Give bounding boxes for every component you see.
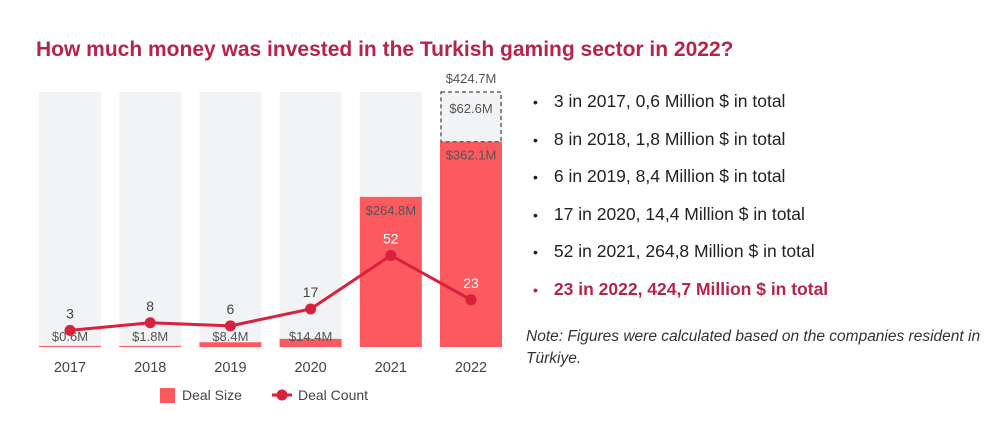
deal-count-point bbox=[224, 320, 236, 332]
deal-count-line bbox=[69, 253, 472, 332]
legend-deal-count-marker bbox=[276, 389, 288, 401]
extra-investment-label: $62.6M bbox=[449, 101, 492, 116]
deal-size-bar bbox=[279, 338, 342, 347]
deal-count-label: 3 bbox=[66, 305, 74, 321]
deal-chart: $0.6M 2017 $1.8M 2018 $8.4M 2019 $14.4M 2020 $26… bbox=[39, 71, 502, 403]
deal-count-point bbox=[385, 249, 397, 261]
summary-list: 3 in 2017, 0,6 Million $ in total 8 in 2… bbox=[533, 86, 828, 311]
deal-count-label: 17 bbox=[303, 284, 319, 300]
deal-size-bar bbox=[39, 346, 101, 347]
legend-deal-count-label: Deal Count bbox=[298, 387, 368, 403]
x-tick-label: 2017 bbox=[54, 360, 86, 376]
background-bar bbox=[119, 92, 182, 347]
deal-count-point bbox=[465, 294, 477, 306]
deal-count-label: 8 bbox=[146, 298, 154, 314]
bullet-2021: 52 in 2021, 264,8 Million $ in total bbox=[533, 236, 828, 274]
bullet-2020: 17 in 2020, 14,4 Million $ in total bbox=[533, 199, 828, 237]
deal-count-label: 6 bbox=[227, 301, 235, 317]
extra-investment-box bbox=[440, 91, 502, 143]
bullet-2019: 6 in 2019, 8,4 Million $ in total bbox=[533, 161, 828, 199]
bullet-2022: 23 in 2022, 424,7 Million $ in total bbox=[533, 274, 828, 312]
deal-count-point bbox=[64, 324, 76, 336]
legend-deal-size-swatch bbox=[160, 388, 175, 403]
deal-size-label: $14.4M bbox=[289, 329, 332, 344]
x-tick-label: 2018 bbox=[134, 360, 166, 376]
total-label: $424.7M bbox=[446, 71, 497, 86]
deal-count-label: 23 bbox=[463, 275, 479, 291]
background-bar bbox=[39, 92, 101, 347]
deal-size-bar bbox=[199, 342, 262, 347]
deal-size-bar bbox=[359, 196, 422, 347]
deal-size-label: $362.1M bbox=[446, 148, 497, 163]
background-bar bbox=[199, 92, 262, 347]
deal-count-point bbox=[144, 317, 156, 329]
bullet-2018: 8 in 2018, 1,8 Million $ in total bbox=[533, 124, 828, 162]
chart-title: How much money was invested in the Turki… bbox=[36, 38, 734, 61]
deal-count-label: 52 bbox=[383, 230, 399, 246]
bullet-2017: 3 in 2017, 0,6 Million $ in total bbox=[533, 86, 828, 124]
deal-size-label: $264.8M bbox=[366, 203, 417, 218]
deal-count-point bbox=[305, 303, 317, 315]
deal-size-bar bbox=[440, 141, 502, 347]
legend-deal-size-label: Deal Size bbox=[182, 387, 242, 403]
deal-size-bar bbox=[119, 345, 182, 347]
x-tick-label: 2022 bbox=[455, 360, 487, 376]
note: Note: Figures were calculated based on t… bbox=[526, 328, 981, 367]
deal-size-label: $8.4M bbox=[212, 329, 248, 344]
x-tick-label: 2021 bbox=[375, 360, 407, 376]
deal-size-label: $0.6M bbox=[52, 329, 88, 344]
deal-size-label: $1.8M bbox=[132, 329, 168, 344]
x-tick-label: 2019 bbox=[214, 360, 246, 376]
x-tick-label: 2020 bbox=[294, 360, 326, 376]
